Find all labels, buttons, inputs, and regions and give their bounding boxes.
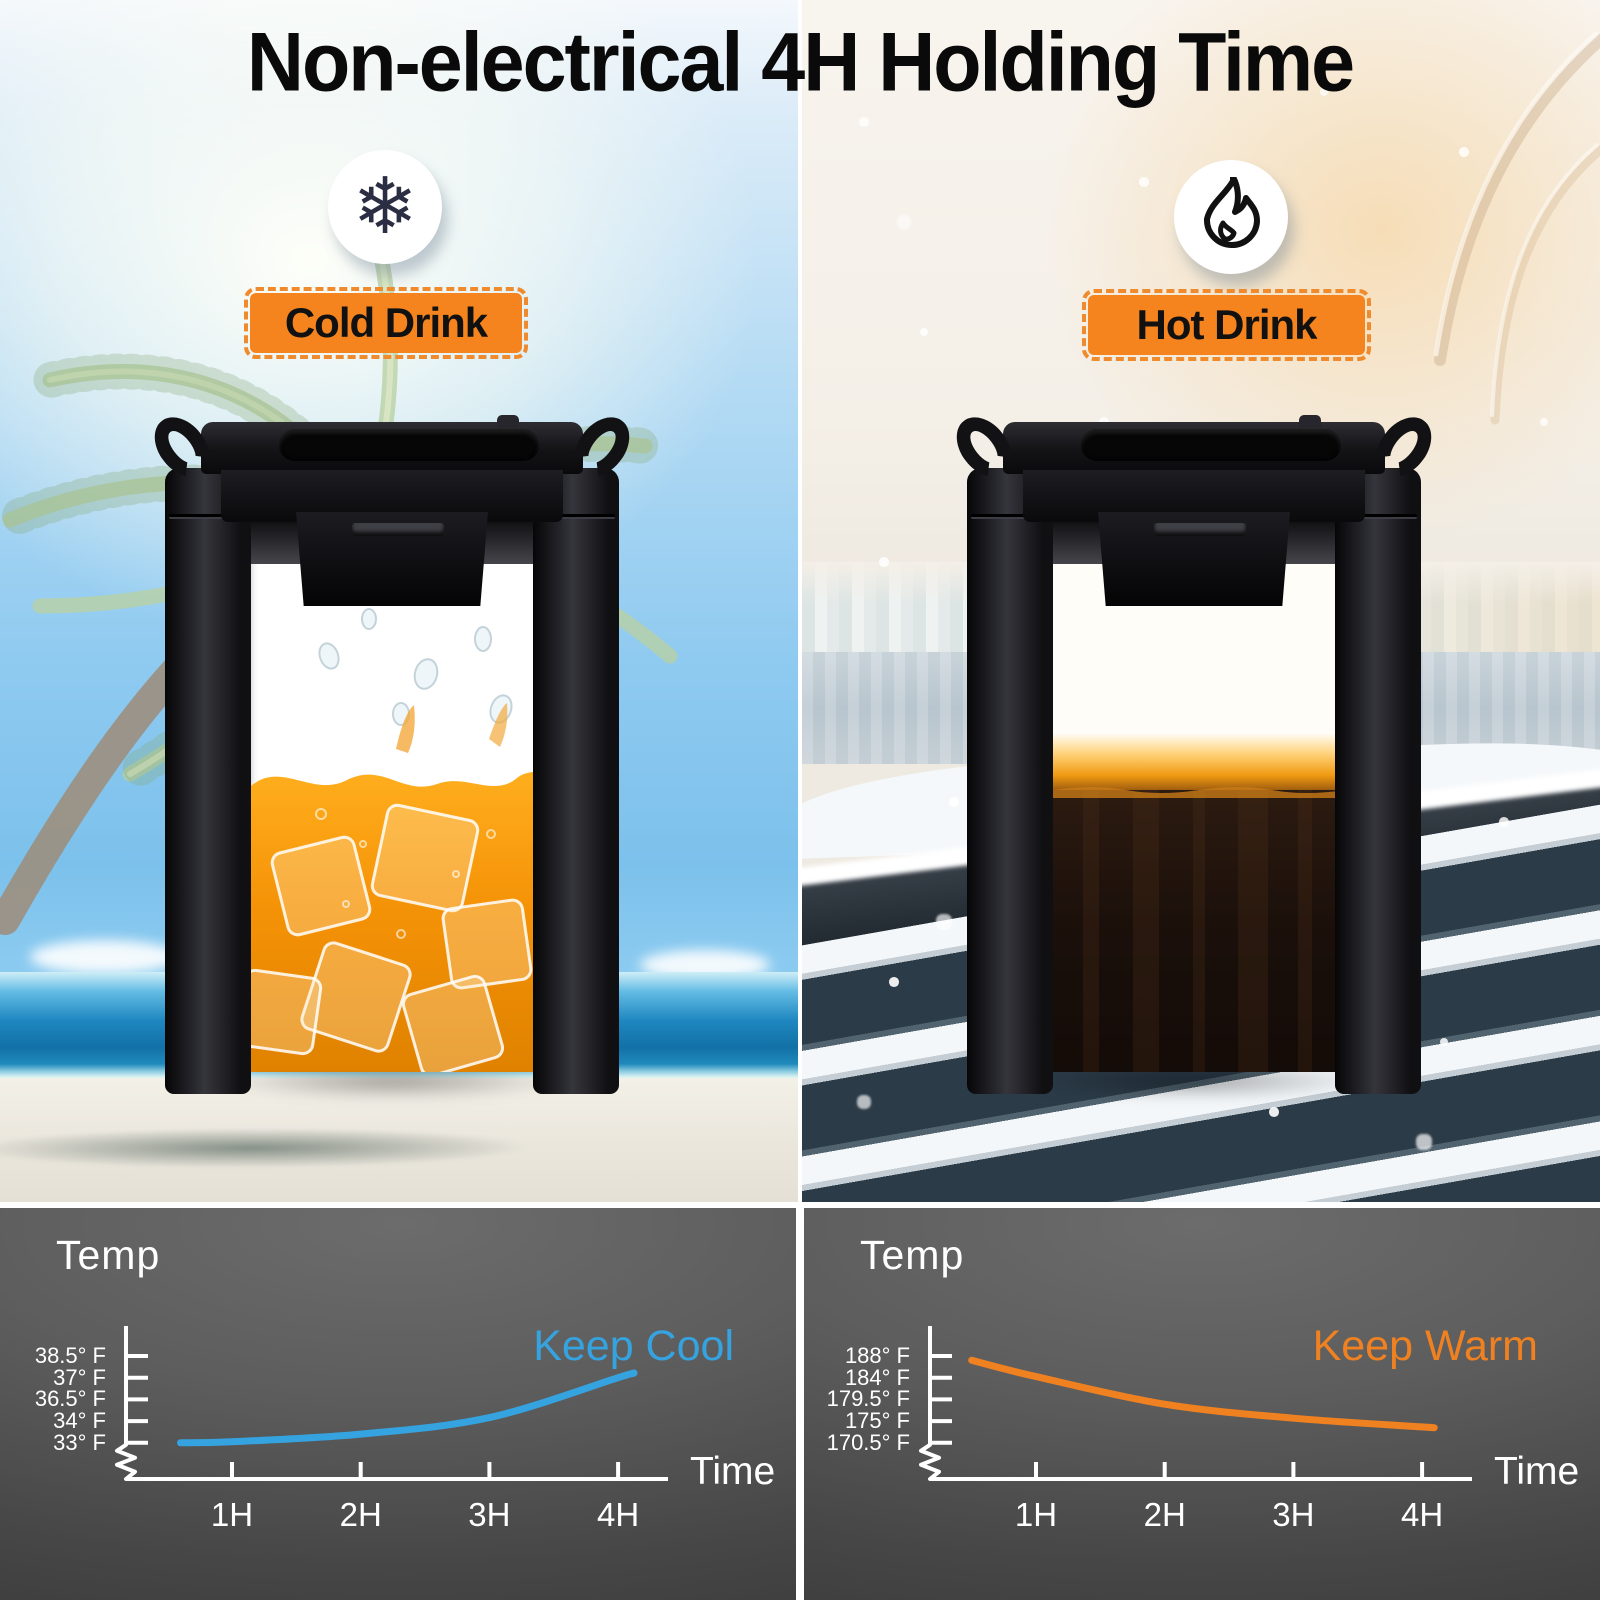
right-pillar	[1335, 468, 1421, 1094]
temperature-curve	[968, 1356, 1438, 1432]
snowy-branches	[1433, 31, 1600, 425]
hot-drink-badge: Hot Drink	[1082, 289, 1371, 361]
beverage-dispenser-cold	[143, 406, 641, 1104]
y-axis-tick-label: 170.5° F	[826, 1429, 910, 1455]
axes	[919, 1326, 1472, 1481]
y-axis-tick-label: 38.5° F	[34, 1343, 106, 1368]
cloud	[30, 940, 180, 974]
snowflake-badge: ❄	[328, 150, 442, 264]
drink-window-cold	[251, 544, 543, 1072]
keep-cool-chart: Temp Keep Cool Time 38.5° F 37° F 36.5° F 34° …	[0, 1208, 796, 1600]
flame-icon	[1203, 177, 1260, 248]
hot-drink-label: Hot Drink	[1136, 301, 1318, 348]
x-axis-tick-label: 1H	[210, 1496, 254, 1533]
photo-comparison: ❄ Cold Drink	[0, 0, 1600, 1202]
keep-cool-label: Keep Cool	[533, 1322, 734, 1370]
latch	[296, 512, 488, 606]
flame-badge	[1174, 160, 1288, 274]
x-axis-tick-label: 3H	[1272, 1496, 1315, 1533]
x-axis-tick-label: 4H	[1401, 1496, 1444, 1533]
lid	[201, 415, 583, 474]
snowflake-icon: ❄	[352, 162, 418, 252]
time-axis-label: Time	[1494, 1450, 1580, 1493]
x-axis-tick-label: 1H	[1014, 1496, 1058, 1533]
y-axis-tick-label: 179.5° F	[826, 1386, 910, 1412]
hot-panel: Hot Drink	[802, 0, 1600, 1202]
left-pillar	[967, 468, 1053, 1094]
y-axis-tick-label: 184° F	[844, 1364, 910, 1390]
time-axis-label: Time	[690, 1450, 776, 1493]
latch	[1098, 512, 1290, 606]
cold-panel: ❄ Cold Drink	[0, 0, 798, 1202]
axes	[115, 1326, 668, 1481]
left-pillar	[165, 468, 251, 1094]
temperature-curve	[177, 1369, 638, 1447]
latch-slot	[352, 523, 444, 536]
y-axis-tick-label: 34° F	[53, 1408, 106, 1434]
beverage-dispenser-hot	[945, 406, 1443, 1104]
x-axis-tick-label: 2H	[1143, 1496, 1186, 1533]
cold-drink-label: Cold Drink	[284, 299, 488, 346]
page-title: Non-electrical 4H Holding Time	[246, 14, 1355, 109]
hot-drink-cutaway	[1053, 544, 1345, 1072]
lid-handle-recess	[279, 429, 539, 461]
y-axis-tick-label: 188° F	[844, 1343, 910, 1368]
x-axis-tick-label: 3H	[468, 1496, 511, 1533]
lid-knob	[497, 415, 519, 429]
right-pillar	[533, 468, 619, 1094]
y-axis-tick-label: 37° F	[53, 1364, 106, 1390]
y-axis-tick-label: 33° F	[53, 1429, 106, 1455]
chart-title: Temp	[56, 1232, 161, 1278]
chart-title: Temp	[860, 1232, 965, 1278]
x-axis-tick-label: 2H	[339, 1496, 382, 1533]
drink-window-hot	[1053, 544, 1345, 1072]
snowfall-soft	[802, 0, 806, 4]
latch-slot	[1154, 523, 1246, 536]
cold-drink-badge: Cold Drink	[244, 287, 528, 359]
cold-drink-cutaway	[251, 608, 543, 1072]
lid	[1003, 415, 1385, 474]
y-axis-tick-label: 36.5° F	[34, 1386, 106, 1412]
palm-shadow	[0, 1128, 545, 1168]
keep-warm-label: Keep Warm	[1312, 1322, 1538, 1370]
y-axis-tick-label: 175° F	[844, 1408, 910, 1434]
lid-handle-recess	[1081, 429, 1341, 461]
keep-warm-chart: Temp Keep Warm Time 188° F 184° F 179.5° F 175…	[804, 1208, 1600, 1600]
lid-knob	[1299, 415, 1321, 429]
x-axis-tick-label: 4H	[597, 1496, 640, 1533]
temperature-charts: Temp Keep Cool Time 38.5° F 37° F 36.5° F 34° …	[0, 1208, 1600, 1600]
